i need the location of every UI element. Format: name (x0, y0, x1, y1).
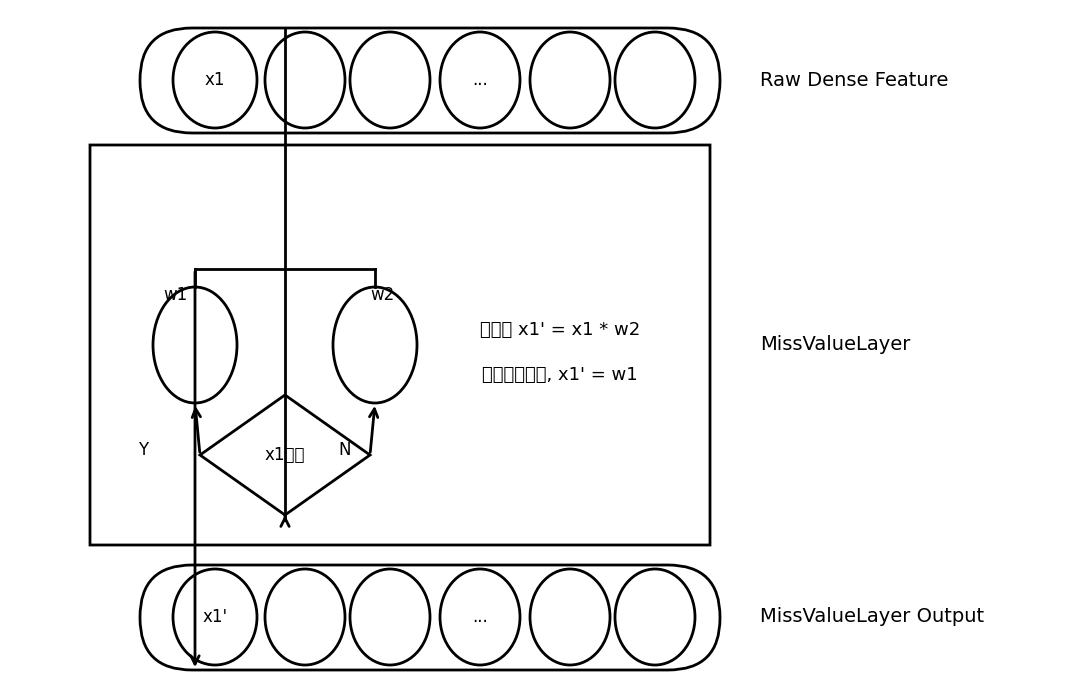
Ellipse shape (333, 287, 417, 403)
Ellipse shape (615, 32, 696, 128)
FancyBboxPatch shape (90, 145, 710, 545)
Text: x1缺失: x1缺失 (265, 446, 306, 464)
Text: Y: Y (138, 441, 148, 459)
FancyBboxPatch shape (140, 28, 720, 133)
Text: w1: w1 (163, 286, 187, 304)
Text: Raw Dense Feature: Raw Dense Feature (760, 70, 948, 89)
Ellipse shape (265, 569, 345, 665)
Text: 当特征缺失时, x1' = w1: 当特征缺失时, x1' = w1 (482, 366, 638, 384)
Ellipse shape (173, 569, 257, 665)
Polygon shape (200, 395, 370, 515)
Ellipse shape (350, 32, 430, 128)
Text: w2: w2 (370, 286, 394, 304)
Text: ...: ... (472, 71, 488, 89)
Text: ...: ... (472, 608, 488, 626)
Text: MissValueLayer Output: MissValueLayer Output (760, 608, 984, 627)
Text: x1': x1' (202, 608, 228, 626)
Ellipse shape (265, 32, 345, 128)
Text: x1: x1 (205, 71, 226, 89)
Ellipse shape (440, 32, 519, 128)
FancyBboxPatch shape (140, 565, 720, 670)
Ellipse shape (173, 32, 257, 128)
Ellipse shape (153, 287, 237, 403)
Ellipse shape (615, 569, 696, 665)
Ellipse shape (350, 569, 430, 665)
Ellipse shape (440, 569, 519, 665)
Text: MissValueLayer: MissValueLayer (760, 335, 910, 355)
Text: 否则， x1' = x1 * w2: 否则， x1' = x1 * w2 (480, 321, 640, 339)
Ellipse shape (530, 32, 610, 128)
Ellipse shape (530, 569, 610, 665)
Text: N: N (339, 441, 351, 459)
